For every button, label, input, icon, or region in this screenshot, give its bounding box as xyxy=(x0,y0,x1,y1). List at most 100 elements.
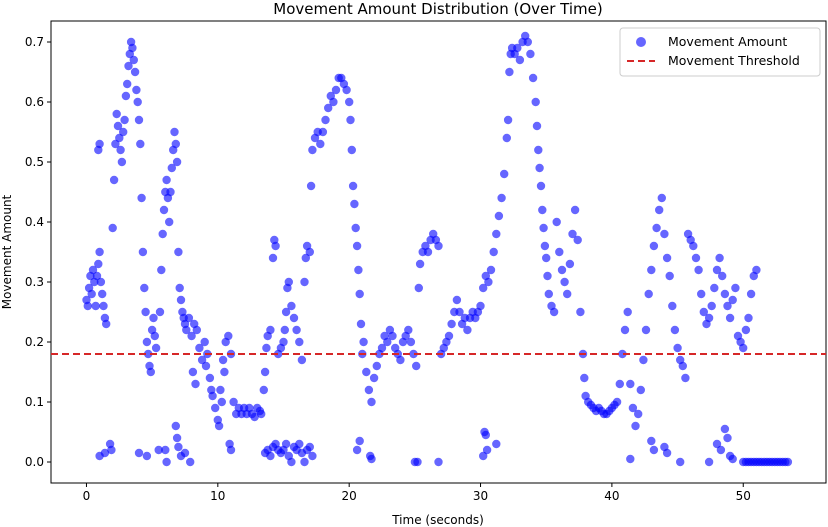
data-point xyxy=(725,313,735,323)
data-point xyxy=(715,253,724,263)
data-point xyxy=(626,379,635,389)
data-point xyxy=(229,397,238,407)
data-point xyxy=(739,343,748,353)
data-point xyxy=(124,61,133,71)
data-point xyxy=(568,229,577,239)
data-point xyxy=(324,103,333,113)
data-point xyxy=(409,349,418,359)
data-point xyxy=(115,133,124,143)
data-point xyxy=(271,241,280,251)
data-point xyxy=(130,67,140,77)
data-point xyxy=(287,301,296,311)
data-point xyxy=(266,325,275,335)
data-point xyxy=(195,343,204,353)
data-point xyxy=(281,307,291,317)
data-point xyxy=(200,337,209,347)
data-point xyxy=(452,295,462,305)
data-point xyxy=(112,109,121,119)
data-point xyxy=(662,448,672,458)
data-point xyxy=(367,454,376,464)
data-point xyxy=(746,289,756,299)
data-point xyxy=(355,436,364,446)
data-point xyxy=(162,457,171,467)
data-point xyxy=(655,205,664,215)
data-point xyxy=(723,301,732,311)
data-point xyxy=(534,145,543,155)
data-point xyxy=(117,157,127,167)
data-point xyxy=(636,385,645,395)
data-point xyxy=(647,265,656,275)
y-tick-label: 0.2 xyxy=(25,335,44,349)
y-axis-ticks: 0.0 0.1 0.2 0.3 0.4 0.5 0.6 0.7 xyxy=(25,35,51,469)
data-point xyxy=(350,199,359,209)
data-point xyxy=(479,451,488,461)
data-point xyxy=(479,283,488,293)
data-point xyxy=(121,91,131,101)
data-point xyxy=(316,139,325,149)
data-point xyxy=(444,331,454,341)
data-point xyxy=(345,97,354,107)
data-point xyxy=(187,331,196,341)
data-point xyxy=(305,247,314,257)
data-point xyxy=(665,271,674,281)
data-point xyxy=(161,445,170,455)
data-point xyxy=(555,247,564,257)
data-point xyxy=(406,337,416,347)
data-point xyxy=(356,319,366,329)
data-point xyxy=(351,223,360,233)
data-point xyxy=(697,289,706,299)
data-point xyxy=(476,301,485,311)
data-point xyxy=(113,121,123,131)
data-point xyxy=(396,355,405,365)
data-point xyxy=(150,331,159,341)
data-point xyxy=(647,436,656,446)
data-point xyxy=(414,283,423,293)
data-point xyxy=(694,265,703,275)
data-point xyxy=(681,373,690,383)
data-point xyxy=(515,55,525,65)
data-point xyxy=(536,181,546,191)
data-point xyxy=(538,205,547,215)
data-point xyxy=(346,115,355,125)
data-point xyxy=(348,181,358,191)
data-point xyxy=(728,454,737,464)
data-point xyxy=(783,457,793,467)
data-point xyxy=(119,127,128,137)
legend-label-movement-threshold: Movement Threshold xyxy=(668,53,800,68)
data-point xyxy=(133,97,142,107)
data-point xyxy=(463,325,472,335)
data-point xyxy=(220,367,229,377)
data-point xyxy=(186,457,195,467)
data-point xyxy=(668,301,677,311)
y-tick-label: 0.5 xyxy=(25,155,44,169)
data-point xyxy=(631,421,640,431)
data-point xyxy=(218,355,228,365)
data-point xyxy=(615,379,624,389)
data-point xyxy=(108,223,117,233)
data-point xyxy=(157,265,166,275)
data-point xyxy=(720,424,730,434)
data-point xyxy=(281,439,291,449)
data-point xyxy=(318,127,328,137)
data-point xyxy=(352,445,362,455)
data-point xyxy=(167,163,176,173)
data-point xyxy=(88,265,98,275)
data-point xyxy=(192,325,201,335)
data-point xyxy=(188,367,198,377)
data-point xyxy=(486,265,496,275)
x-axis-label: Time (seconds) xyxy=(391,513,484,527)
data-point xyxy=(159,205,169,215)
data-point xyxy=(412,361,421,371)
data-point xyxy=(170,127,179,137)
data-point xyxy=(141,307,150,317)
data-point xyxy=(676,457,685,467)
data-point xyxy=(138,247,148,257)
data-point xyxy=(280,325,289,335)
data-point xyxy=(250,412,259,422)
data-point xyxy=(723,433,732,443)
data-point xyxy=(540,241,550,251)
data-point xyxy=(612,397,622,407)
data-point xyxy=(99,301,108,311)
data-point xyxy=(618,349,627,359)
